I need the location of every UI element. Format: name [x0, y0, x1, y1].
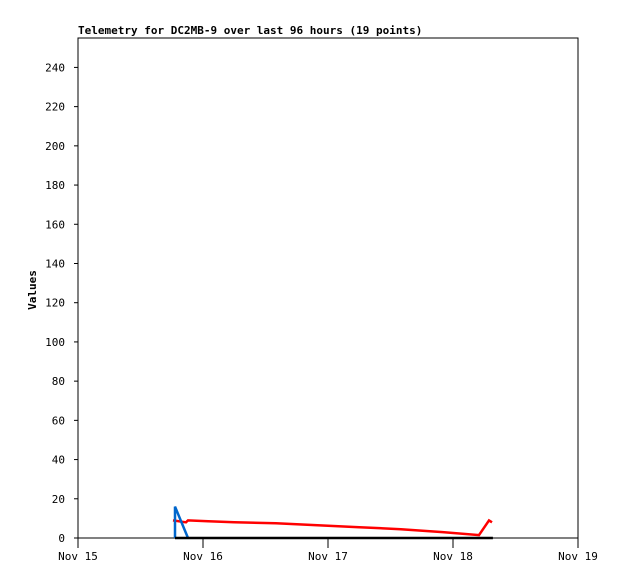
- x-tick-label: Nov 19: [558, 550, 598, 563]
- x-tick-label: Nov 16: [183, 550, 223, 563]
- y-tick-label: 60: [52, 414, 65, 427]
- y-tick-label: 140: [45, 257, 65, 270]
- y-tick-label: 20: [52, 493, 65, 506]
- y-tick-label: 180: [45, 179, 65, 192]
- x-tick-label: Nov 18: [433, 550, 473, 563]
- series-line-1: [173, 506, 190, 539]
- y-tick-label: 200: [45, 140, 65, 153]
- y-axis-label: Values: [26, 270, 39, 310]
- y-tick-label: 80: [52, 375, 65, 388]
- chart-title: Telemetry for DC2MB-9 over last 96 hours…: [78, 24, 422, 37]
- y-tick-label: 220: [45, 101, 65, 114]
- y-tick-label: 40: [52, 454, 65, 467]
- y-tick-label: 160: [45, 218, 65, 231]
- y-tick-label: 120: [45, 297, 65, 310]
- y-tick-label: 0: [58, 532, 65, 545]
- y-tick-label: 240: [45, 61, 65, 74]
- series-line-0: [172, 518, 493, 537]
- x-tick-label: Nov 15: [58, 550, 98, 563]
- plot-frame: [77, 37, 579, 539]
- y-tick-label: 100: [45, 336, 65, 349]
- x-tick-label: Nov 17: [308, 550, 348, 563]
